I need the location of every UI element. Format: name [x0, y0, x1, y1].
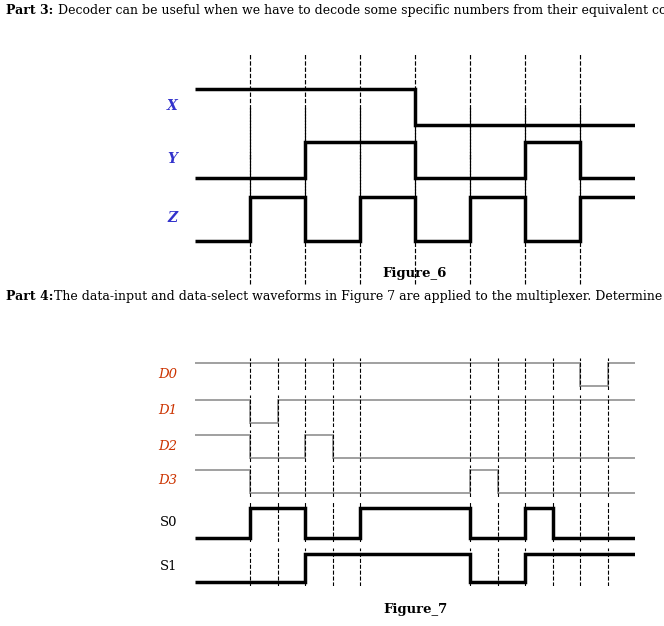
Text: S1: S1: [160, 560, 177, 573]
Text: Y: Y: [167, 152, 177, 166]
Text: D2: D2: [159, 439, 177, 453]
Text: D3: D3: [159, 475, 177, 488]
Text: Decoder can be useful when we have to decode some specific numbers from their eq: Decoder can be useful when we have to de…: [54, 4, 664, 17]
Text: Z: Z: [167, 211, 177, 225]
Text: Figure_7: Figure_7: [383, 602, 447, 615]
Text: D1: D1: [159, 404, 177, 418]
Text: Part 4:: Part 4:: [6, 290, 53, 303]
Text: Figure_6: Figure_6: [383, 267, 447, 279]
Text: X: X: [167, 99, 177, 113]
Text: Part 3:: Part 3:: [6, 4, 53, 17]
Text: D0: D0: [159, 367, 177, 381]
Text: The data-input and data-select waveforms in Figure 7 are applied to the multiple: The data-input and data-select waveforms…: [54, 290, 664, 303]
Text: S0: S0: [160, 515, 177, 528]
